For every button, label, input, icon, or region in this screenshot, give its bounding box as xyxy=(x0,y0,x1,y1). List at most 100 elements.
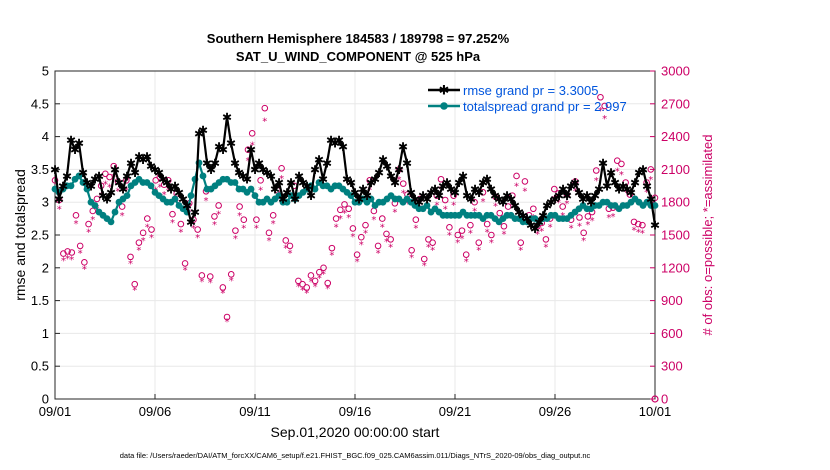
data-point: ✱ xyxy=(650,219,660,233)
data-point xyxy=(347,192,355,200)
data-point: ✱ xyxy=(190,206,200,220)
data-point: ✱ xyxy=(574,186,584,200)
obs-assimilated-marker: * xyxy=(464,257,469,268)
obs-possible-marker xyxy=(257,177,264,184)
obs-possible-marker xyxy=(177,220,185,228)
obs-assimilated-marker: * xyxy=(380,222,385,233)
data-point: ✱ xyxy=(438,179,448,193)
data-point: ✱ xyxy=(130,166,140,180)
data-point: ✱ xyxy=(206,163,216,177)
data-point: ✱ xyxy=(638,163,648,177)
y-tick-label-right: 1500 xyxy=(661,228,690,243)
obs-possible-marker xyxy=(131,280,139,288)
data-point: ✱ xyxy=(394,163,404,177)
obs-assimilated-marker: * xyxy=(103,179,108,190)
obs-possible-marker xyxy=(232,227,239,234)
data-point xyxy=(111,208,119,216)
data-point: ✱ xyxy=(382,160,392,174)
obs-assimilated-marker: * xyxy=(422,261,427,272)
obs-possible-marker xyxy=(144,215,151,222)
obs-possible-marker xyxy=(307,272,315,279)
y-tick-label-right: 0 xyxy=(661,392,668,407)
data-point xyxy=(251,192,259,200)
obs-assimilated-marker: * xyxy=(573,187,578,198)
data-point: ✱ xyxy=(434,189,444,203)
obs-possible-marker xyxy=(408,247,415,254)
y-axis-left: 0 0.5 1 1.5 2 2.5 3 3.5 4 4.5 5 xyxy=(31,64,60,407)
obs-assimilated-marker: * xyxy=(308,277,313,288)
obs-assimilated-marker: * xyxy=(359,240,364,251)
obs-possible-marker xyxy=(374,242,382,250)
obs-assimilated-marker: * xyxy=(329,251,334,262)
data-point: ✱ xyxy=(630,176,640,190)
obs-possible-marker xyxy=(282,237,290,244)
obs-assimilated-marker: * xyxy=(594,176,599,187)
x-tick-label: 09/11 xyxy=(239,404,271,419)
data-point: ✱ xyxy=(558,183,568,197)
obs-possible-marker xyxy=(135,239,143,246)
obs-assimilated-marker: * xyxy=(317,274,322,285)
data-point: ✱ xyxy=(314,153,324,167)
data-point: ✱ xyxy=(250,163,260,177)
obs-possible-marker xyxy=(194,226,201,233)
obs-possible-marker xyxy=(378,215,386,222)
obs-possible-marker xyxy=(118,203,126,210)
obs-assimilated-marker: * xyxy=(178,228,183,239)
data-point: ✱ xyxy=(154,166,164,180)
obs-assimilated-marker: * xyxy=(57,204,62,215)
obs-possible-marker xyxy=(450,192,457,199)
obs-assimilated-marker: * xyxy=(334,222,339,233)
data-point: ✱ xyxy=(138,153,148,167)
obs-assimilated-marker: * xyxy=(149,233,154,244)
obs-assimilated-marker: * xyxy=(128,259,133,270)
chart-title: Southern Hemisphere 184583 / 189798 = 97… xyxy=(207,31,510,46)
obs-assimilated-marker: * xyxy=(397,175,402,186)
data-point: ✱ xyxy=(214,140,224,154)
obs-possible-marker xyxy=(169,210,176,218)
obs-assimilated-marker: * xyxy=(522,187,527,198)
obs-possible-marker xyxy=(211,213,218,220)
data-point: ✱ xyxy=(634,166,644,180)
data-point: ✱ xyxy=(426,186,436,200)
obs-assimilated-marker: * xyxy=(250,140,255,151)
obs-possible-marker xyxy=(345,205,353,213)
obs-assimilated-marker: * xyxy=(296,282,301,293)
data-point: ✱ xyxy=(114,176,124,190)
data-point: ✱ xyxy=(270,183,280,197)
obs-assimilated-marker: * xyxy=(229,276,234,287)
obs-possible-marker xyxy=(647,166,655,173)
obs-assimilated-marker: * xyxy=(246,156,251,167)
data-point: ✱ xyxy=(510,199,520,213)
data-point xyxy=(423,202,431,209)
obs-assimilated-marker: * xyxy=(363,229,368,240)
data-point: ✱ xyxy=(254,156,264,170)
y-axis-label: rmse and totalspread xyxy=(12,169,28,301)
obs-assimilated-marker: * xyxy=(183,265,188,276)
obs-assimilated-marker: * xyxy=(619,170,624,181)
obs-possible-marker xyxy=(559,203,566,210)
obs-possible-marker xyxy=(269,212,277,219)
x-tick-label: 09/16 xyxy=(339,404,372,419)
obs-assimilated-marker: * xyxy=(590,216,595,227)
obs-possible-marker xyxy=(425,236,432,243)
data-point: ✱ xyxy=(390,176,400,190)
obs-assimilated-marker: * xyxy=(287,249,292,260)
obs-assimilated-marker: * xyxy=(405,199,410,210)
obs-assimilated-marker: * xyxy=(120,211,125,222)
data-point xyxy=(67,182,75,190)
obs-possible-marker xyxy=(462,251,470,258)
obs-possible-marker xyxy=(278,165,285,172)
y-tick-label-right: 300 xyxy=(661,359,683,374)
obs-assimilated-marker: * xyxy=(283,243,288,254)
obs-possible-marker xyxy=(223,313,231,321)
data-point: ✱ xyxy=(626,186,636,200)
y-tick-label: 1.5 xyxy=(31,293,49,308)
data-point: ✱ xyxy=(210,156,220,170)
y-tick-label-right: 1800 xyxy=(661,195,690,210)
data-point: ✱ xyxy=(546,196,556,210)
obs-assimilated-marker: * xyxy=(455,238,460,249)
data-point: ✱ xyxy=(418,189,428,203)
data-point xyxy=(199,172,207,180)
y-tick-label: 4.5 xyxy=(31,96,49,111)
totalspread-series xyxy=(51,159,659,226)
